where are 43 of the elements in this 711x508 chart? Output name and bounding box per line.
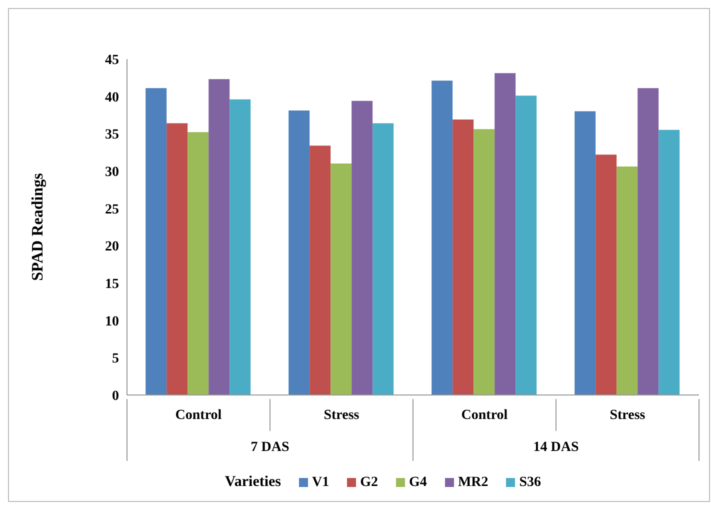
- bar: [516, 96, 537, 395]
- text: 14 DAS: [533, 440, 579, 455]
- legend-label: S36: [518, 474, 542, 490]
- y-tick-label: 45: [105, 52, 119, 68]
- bar: [596, 154, 617, 395]
- legend-title: Varieties: [224, 474, 282, 491]
- y-tick-label: 35: [105, 128, 119, 143]
- y-tick-label: 0: [112, 388, 119, 404]
- bar: [432, 80, 453, 395]
- bar: [616, 166, 638, 395]
- bar: [208, 79, 230, 395]
- bar: [230, 99, 251, 395]
- bar: [330, 164, 352, 395]
- y-tick-label: 40: [105, 90, 119, 106]
- x-tick-label: Control: [461, 408, 508, 423]
- y-tick-label: 15: [105, 276, 119, 292]
- bar: [146, 88, 167, 395]
- legend-label: MR2: [456, 474, 488, 490]
- bar: [310, 146, 331, 395]
- y-tick-label: 25: [105, 202, 119, 218]
- bar: [494, 73, 516, 395]
- bar: [574, 111, 596, 395]
- y-tick-label: 10: [105, 314, 119, 330]
- legend-label: V1: [311, 474, 330, 490]
- y-tick-label: 5: [112, 352, 119, 367]
- legend-label: G4: [408, 474, 427, 490]
- bar: [288, 110, 310, 395]
- bar: [474, 129, 495, 395]
- bar: [638, 88, 659, 395]
- text: 7 DAS: [250, 440, 290, 455]
- y-axis-title: SPAD Readings: [30, 173, 47, 281]
- x-tick-label: Control: [175, 408, 222, 423]
- bar: [452, 119, 474, 395]
- x-tick-label: Stress: [610, 408, 646, 423]
- bar: [166, 123, 188, 395]
- legend-label: G2: [359, 474, 378, 490]
- bar: [352, 100, 373, 395]
- y-tick-label: 20: [105, 240, 119, 255]
- bar: [658, 130, 680, 395]
- bar: [372, 123, 394, 395]
- bar: [188, 132, 209, 395]
- y-tick-label: 30: [105, 164, 119, 180]
- x-tick-label: Stress: [324, 408, 360, 423]
